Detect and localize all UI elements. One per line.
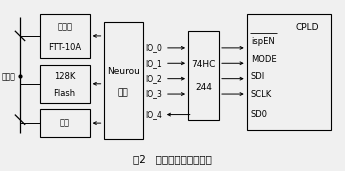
- Text: ispEN: ispEN: [251, 37, 275, 45]
- Text: SCLK: SCLK: [251, 90, 272, 98]
- Text: Neurou: Neurou: [107, 67, 140, 76]
- Text: IO_4: IO_4: [145, 110, 162, 119]
- Text: 128K: 128K: [54, 72, 75, 81]
- Text: 244: 244: [195, 83, 212, 92]
- Text: 图2   节点硬件结构示意图: 图2 节点硬件结构示意图: [133, 154, 212, 164]
- Bar: [40, 14, 90, 58]
- Text: IO_1: IO_1: [145, 59, 162, 68]
- Text: 74HC: 74HC: [191, 61, 216, 69]
- Text: IO_3: IO_3: [145, 90, 162, 98]
- Bar: [40, 109, 90, 137]
- Text: 时钟: 时钟: [60, 119, 70, 128]
- Bar: [104, 22, 143, 139]
- Text: CPLD: CPLD: [296, 23, 319, 32]
- Text: 双绞线: 双绞线: [2, 73, 16, 81]
- Text: SDI: SDI: [251, 73, 265, 81]
- Text: Flash: Flash: [53, 89, 76, 98]
- Text: 芯片: 芯片: [118, 88, 129, 97]
- Text: FTT-10A: FTT-10A: [48, 43, 81, 51]
- Bar: [247, 14, 331, 130]
- Bar: [188, 31, 219, 120]
- Text: 收发器: 收发器: [57, 22, 72, 31]
- Bar: [40, 65, 90, 103]
- Text: IO_2: IO_2: [145, 74, 162, 83]
- Text: IO_0: IO_0: [145, 43, 162, 52]
- Text: MODE: MODE: [251, 55, 276, 64]
- Text: SD0: SD0: [251, 110, 268, 119]
